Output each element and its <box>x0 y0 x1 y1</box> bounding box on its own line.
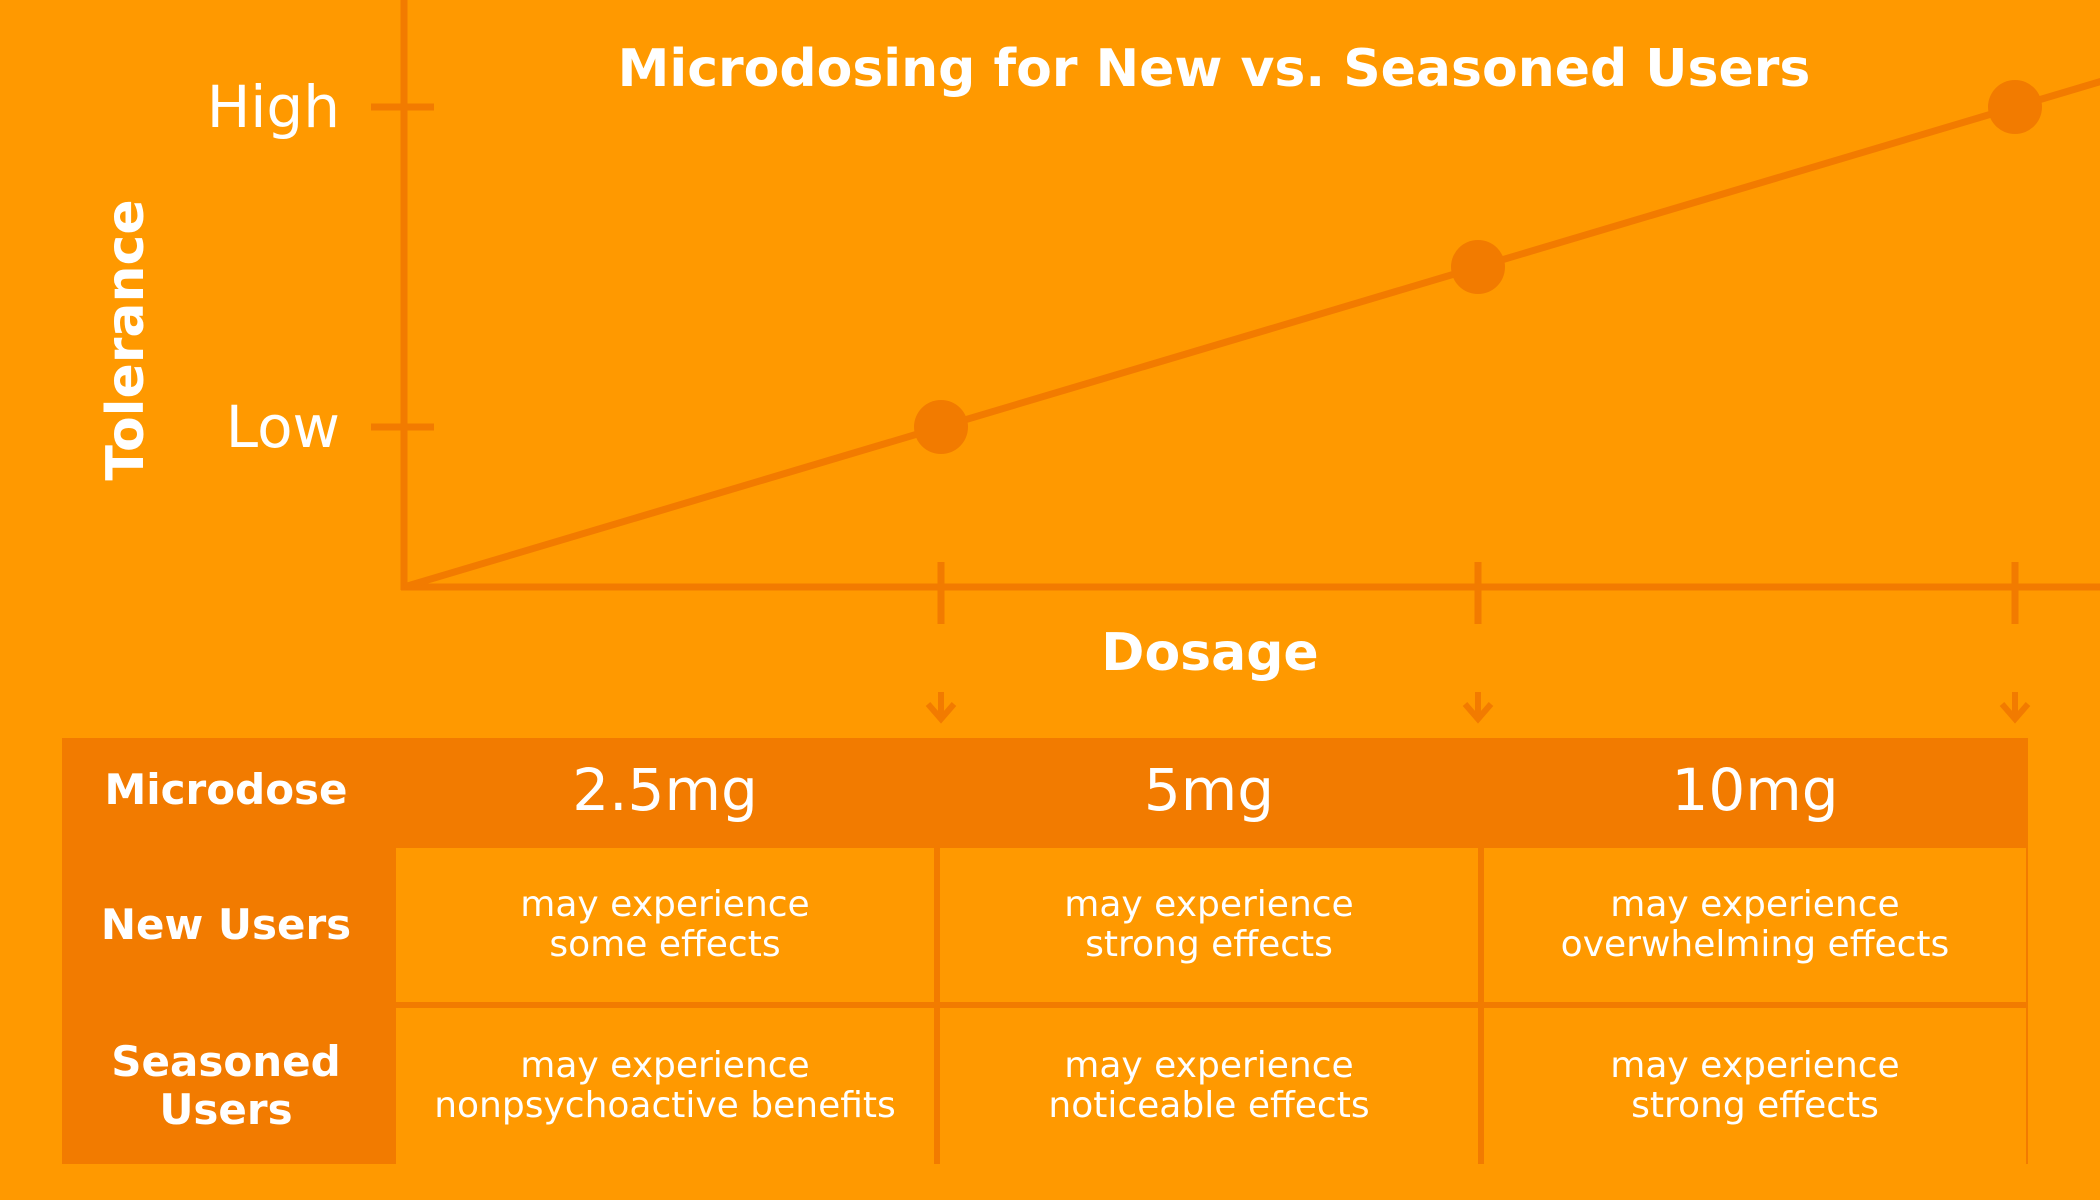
effect-cell: may experience strong effects <box>940 848 1478 1002</box>
dose-cell: 5mg <box>940 738 1478 842</box>
series-line <box>403 78 2100 591</box>
y-axis-title: Tolerance <box>96 199 156 480</box>
effect-cell: may experience overwhelming effects <box>1484 848 2026 1002</box>
x-arrow-head-2 <box>1999 702 2031 724</box>
data-point-1 <box>1451 240 1505 294</box>
data-point-0 <box>914 400 968 454</box>
y-tick-label-0: Low <box>226 393 340 461</box>
effect-cell: may experience strong effects <box>1484 1008 2026 1164</box>
chart-title: Microdosing for New vs. Seasoned Users <box>618 39 1811 99</box>
effect-cell: may experience some effects <box>396 848 934 1002</box>
data-point-2 <box>1988 80 2042 134</box>
dose-cell: 2.5mg <box>396 738 934 842</box>
effect-cell: may experience noticeable effects <box>940 1008 1478 1164</box>
x-axis-title: Dosage <box>1101 623 1318 683</box>
dosage-table: Microdose 2.5mg 5mg 10mg New Users may experi… <box>62 738 2028 1164</box>
row-header: Microdose <box>62 738 390 842</box>
y-tick-label-1: High <box>207 73 340 141</box>
effect-cell: may experience nonpsychoactive benefits <box>396 1008 934 1164</box>
x-arrow-head-0 <box>925 702 957 724</box>
row-header: Seasoned Users <box>62 1008 390 1164</box>
chart: Microdosing for New vs. Seasoned Users T… <box>96 0 2100 724</box>
x-arrow-head-1 <box>1462 702 1494 724</box>
dose-cell: 10mg <box>1484 738 2026 842</box>
row-header: New Users <box>62 848 390 1002</box>
